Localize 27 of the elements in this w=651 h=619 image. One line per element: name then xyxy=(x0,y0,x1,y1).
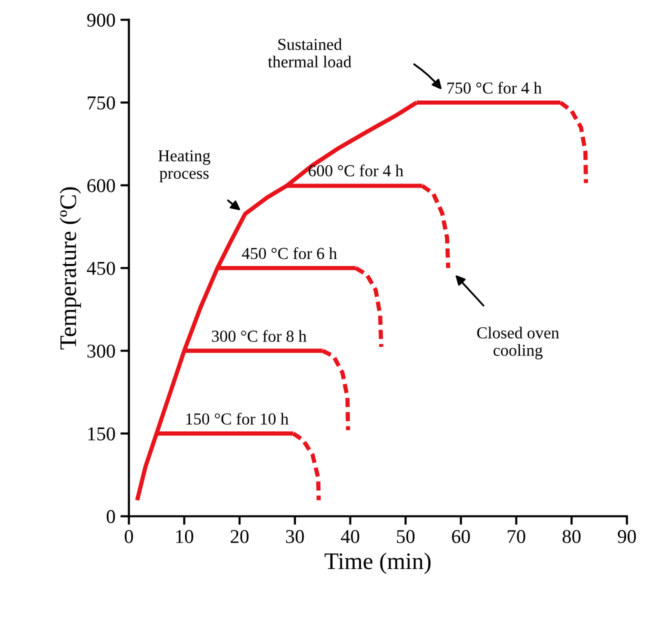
annotation: 450 °C for 6 h xyxy=(242,247,337,260)
x-tick-label: 70 xyxy=(508,530,526,544)
y-tick-label: 150 xyxy=(88,427,115,440)
y-tick-label: 900 xyxy=(87,14,115,27)
y-tick-label: 0 xyxy=(106,510,115,524)
annotation: 600 °C for 4 h xyxy=(308,164,404,176)
annotation: 150 °C for 10 h xyxy=(186,412,289,425)
x-tick-label: 30 xyxy=(286,530,304,544)
x-tick-label: 80 xyxy=(562,530,581,544)
annotation: 300 °C for 8 h xyxy=(212,330,306,342)
annotation: Heating process xyxy=(158,150,210,182)
x-tick-label: 10 xyxy=(176,530,194,544)
y-axis-title: Temperature (ºC) xyxy=(60,187,81,350)
x-axis-title: Time (min) xyxy=(324,552,431,574)
x-tick-label: 50 xyxy=(396,530,415,544)
x-tick-label: 40 xyxy=(340,530,360,544)
y-tick-label: 450 xyxy=(86,262,115,275)
y-tick-label: 750 xyxy=(88,96,115,110)
y-tick-label: 300 xyxy=(87,344,115,358)
x-tick-label: 90 xyxy=(618,530,636,544)
annotation: Sustained thermal load xyxy=(268,38,352,68)
annotation: Closed oven cooling xyxy=(477,326,560,360)
x-tick-label: 20 xyxy=(230,530,249,544)
x-tick-label: 0 xyxy=(124,530,134,544)
annotation: 750 °C for 4 h xyxy=(447,82,542,94)
x-tick-label: 60 xyxy=(452,530,470,544)
y-tick-label: 600 xyxy=(87,179,115,192)
